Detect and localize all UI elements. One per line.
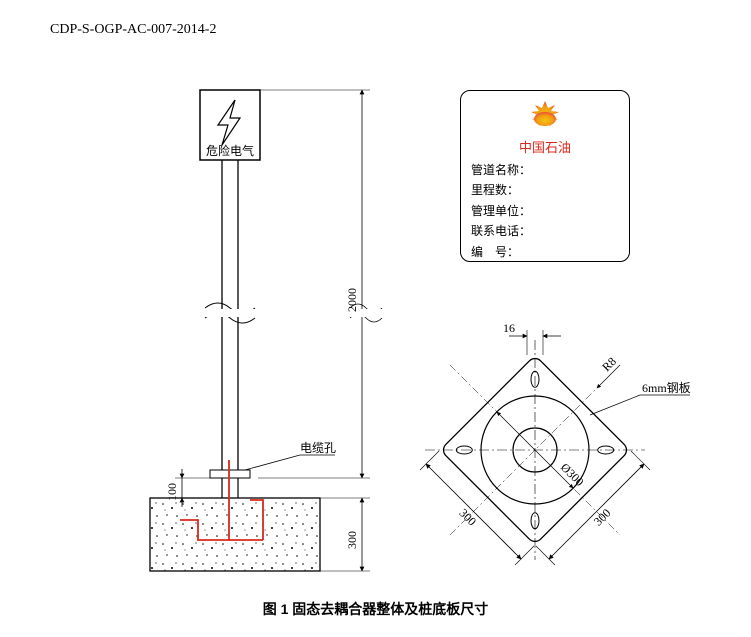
break-symbol-icon (205, 303, 255, 323)
cable-hole-label: 电缆孔 (300, 441, 336, 455)
dim-100: 100 (165, 483, 179, 501)
dim-16: 16 (503, 321, 515, 335)
concrete-base (150, 498, 320, 571)
sign-label: 危险电气 (206, 143, 254, 158)
figure-caption: 图 1 固态去耦合器整体及桩底板尺寸 (0, 599, 751, 619)
dim-300-base: 300 (345, 531, 359, 549)
main-drawing: 危险电气 电缆孔 (0, 0, 751, 637)
elevation-view: 危险电气 电缆孔 (150, 90, 382, 571)
dim-2000: 2000 (345, 288, 359, 312)
plate-plan-view: 300 300 16 R8 Ø300 6mm钢板 (420, 321, 691, 565)
plate-label: 6mm钢板 (642, 381, 691, 395)
dim-r8: R8 (599, 354, 619, 374)
